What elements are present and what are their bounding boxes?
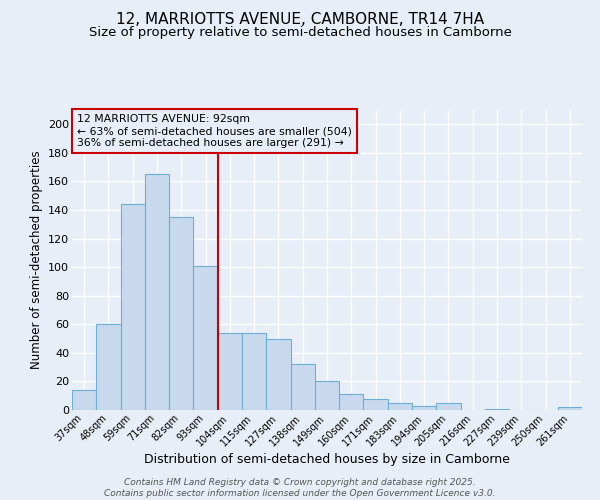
Bar <box>121 204 145 410</box>
Bar <box>339 394 364 410</box>
Bar <box>412 406 436 410</box>
Bar <box>436 403 461 410</box>
Bar <box>290 364 315 410</box>
Text: Contains HM Land Registry data © Crown copyright and database right 2025.
Contai: Contains HM Land Registry data © Crown c… <box>104 478 496 498</box>
Bar <box>218 333 242 410</box>
Text: 12 MARRIOTTS AVENUE: 92sqm
← 63% of semi-detached houses are smaller (504)
36% o: 12 MARRIOTTS AVENUE: 92sqm ← 63% of semi… <box>77 114 352 148</box>
X-axis label: Distribution of semi-detached houses by size in Camborne: Distribution of semi-detached houses by … <box>144 454 510 466</box>
Bar <box>266 338 290 410</box>
Text: Size of property relative to semi-detached houses in Camborne: Size of property relative to semi-detach… <box>89 26 511 39</box>
Bar <box>388 403 412 410</box>
Bar <box>96 324 121 410</box>
Bar <box>485 408 509 410</box>
Bar <box>364 398 388 410</box>
Bar <box>169 217 193 410</box>
Text: 12, MARRIOTTS AVENUE, CAMBORNE, TR14 7HA: 12, MARRIOTTS AVENUE, CAMBORNE, TR14 7HA <box>116 12 484 28</box>
Bar <box>193 266 218 410</box>
Bar <box>145 174 169 410</box>
Bar <box>558 407 582 410</box>
Bar <box>315 382 339 410</box>
Y-axis label: Number of semi-detached properties: Number of semi-detached properties <box>29 150 43 370</box>
Bar <box>72 390 96 410</box>
Bar <box>242 333 266 410</box>
